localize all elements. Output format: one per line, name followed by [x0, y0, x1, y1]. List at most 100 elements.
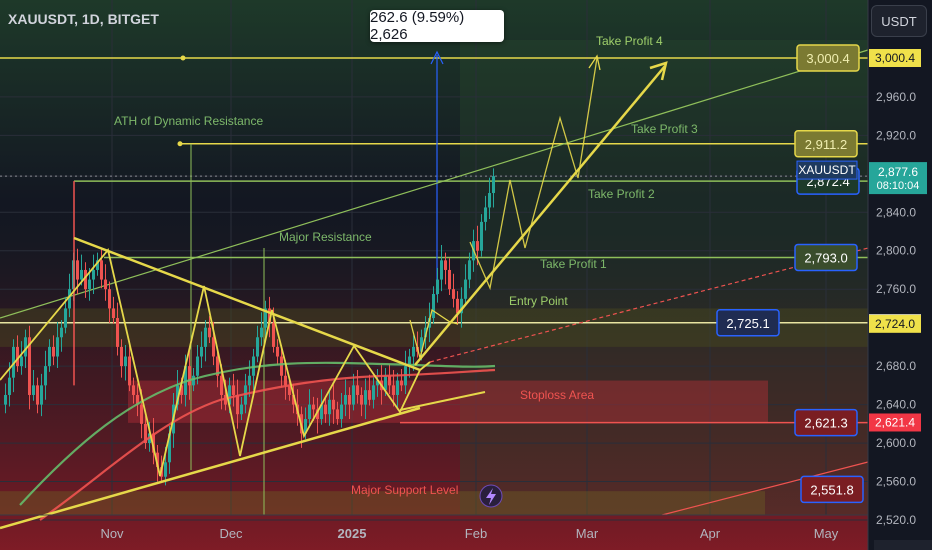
- stoploss-label: Stoploss Area: [520, 388, 594, 402]
- candle-body: [52, 346, 55, 357]
- bar-countdown-label: 08:10:04: [877, 180, 920, 192]
- current-symbol-tag: [796, 160, 858, 180]
- entry-zigzag: [409, 308, 459, 359]
- entry-point-label: Entry Point: [509, 294, 568, 308]
- candle-body: [152, 433, 155, 453]
- candle-body: [264, 308, 267, 328]
- x-tick-label: Dec: [219, 526, 243, 541]
- candle-body: [92, 269, 95, 280]
- y-tick-label: 2,560.0: [876, 475, 916, 489]
- candle-body: [196, 356, 199, 376]
- candle-body: [376, 380, 379, 386]
- axis-tag-label: 2,724.0: [875, 317, 915, 331]
- candle-body: [488, 193, 491, 208]
- candle-body: [8, 377, 11, 395]
- candle-body: [248, 375, 251, 386]
- candle-body: [32, 385, 35, 395]
- currency-button[interactable]: USDT: [871, 5, 927, 37]
- candle-body: [176, 385, 179, 405]
- level-badge-label: 2,551.8: [810, 482, 853, 497]
- candle-body: [484, 207, 487, 222]
- candle-body: [76, 260, 79, 280]
- candle-body: [440, 260, 443, 280]
- candle-body: [112, 308, 115, 319]
- axis-tag-label: 3,000.4: [875, 51, 915, 65]
- candle-body: [144, 423, 147, 444]
- candle-body: [212, 337, 215, 357]
- candle-body: [276, 346, 279, 357]
- candle-body: [116, 318, 119, 347]
- candle-body: [168, 433, 171, 463]
- level-badge-label: 2,793.0: [804, 250, 847, 265]
- candle-body: [348, 394, 351, 405]
- candle-body: [236, 394, 239, 415]
- candle-body: [220, 375, 223, 395]
- axis-tag-label: 2,621.4: [875, 415, 915, 429]
- take-profit-1-label: Take Profit 1: [540, 257, 607, 271]
- candle-body: [368, 390, 371, 400]
- x-tick-label: Nov: [100, 526, 124, 541]
- candle-body: [272, 322, 275, 347]
- major-support-label: Major Support Level: [351, 483, 458, 497]
- candle-body: [188, 366, 191, 386]
- candle-body: [28, 337, 31, 395]
- triangle-upper-line: [73, 236, 421, 372]
- symbol-title: XAUUSDT, 1D, BITGET: [8, 11, 159, 27]
- candle-body: [224, 394, 227, 405]
- y-tick-label: 2,800.0: [876, 244, 916, 258]
- current-symbol-label: XAUUSDT: [798, 163, 856, 177]
- y-tick-label: 2,520.0: [876, 513, 916, 527]
- measure-arrow: [430, 50, 444, 65]
- candle-body: [352, 385, 355, 405]
- ath-label: ATH of Dynamic Resistance: [114, 114, 263, 128]
- level-badge-take-profit-1: [794, 243, 858, 272]
- candle-body: [332, 399, 335, 410]
- candle-body: [308, 404, 311, 420]
- candle-body: [260, 327, 263, 338]
- candle-body: [448, 269, 451, 290]
- candle-body: [180, 385, 183, 395]
- candle-body: [392, 385, 395, 395]
- bearish-gradient: [0, 200, 868, 550]
- candle-body: [192, 375, 195, 386]
- candle-body: [56, 337, 59, 357]
- level-badge-label: 2,911.2: [805, 137, 847, 152]
- candle-body: [336, 409, 339, 420]
- candle-body: [304, 419, 307, 434]
- candle-body: [68, 289, 71, 309]
- moving-average-green: [19, 361, 496, 506]
- candle-body: [464, 279, 467, 299]
- wave-zigzag: [0, 248, 431, 477]
- candle-body: [284, 375, 287, 386]
- candle-body: [40, 385, 43, 405]
- dynamic-support-dashed: [429, 247, 869, 363]
- candle-body: [140, 404, 143, 424]
- candle-body: [356, 385, 359, 395]
- candle-body: [88, 279, 91, 290]
- candle-body: [452, 289, 455, 299]
- level-badge-entry-point: [716, 309, 780, 337]
- candle-body: [480, 221, 483, 251]
- measure-tooltip: 262.6 (9.59%) 2,626: [370, 9, 504, 43]
- candle-body: [136, 394, 139, 405]
- candle-body: [12, 346, 15, 378]
- candle-body: [228, 385, 231, 405]
- candle-body: [156, 452, 159, 468]
- projection-zigzag: [469, 57, 598, 291]
- candle-body: [60, 327, 63, 338]
- candle-body: [420, 337, 423, 352]
- candle-body: [100, 260, 103, 280]
- level-badge-major-support: [800, 475, 864, 504]
- take-profit-3-label: Take Profit 3: [631, 122, 698, 136]
- y-tick-label: 2,640.0: [876, 398, 916, 412]
- take-profit-2-label: Take Profit 2: [588, 187, 655, 201]
- candle-body: [344, 394, 347, 405]
- main-projection-arrow: [414, 65, 666, 366]
- candle-body: [80, 269, 83, 280]
- axis-corner: [874, 540, 932, 550]
- price-axis-panel: [868, 0, 932, 550]
- y-tick-label: 2,840.0: [876, 205, 916, 219]
- level-badge-label: 2,725.1: [726, 316, 769, 331]
- level-badge-stoploss: [794, 408, 858, 437]
